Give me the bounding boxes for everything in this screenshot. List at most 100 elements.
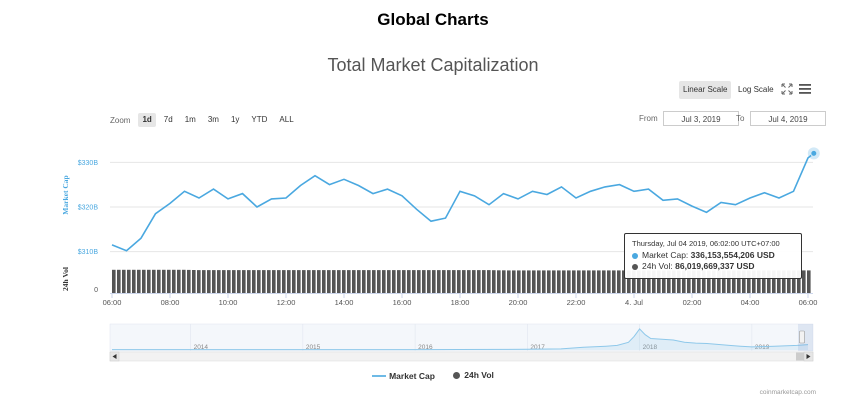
volume-bar: [722, 270, 726, 293]
volume-bar: [387, 270, 391, 293]
from-date-input[interactable]: Jul 3, 2019: [663, 111, 739, 126]
legend-24h-vol[interactable]: 24h Vol: [453, 370, 494, 380]
volume-bar: [222, 270, 226, 293]
page-title: Global Charts: [377, 10, 489, 29]
zoom-1d-button[interactable]: 1d: [138, 113, 156, 127]
volume-bar: [512, 270, 516, 293]
volume-bar: [652, 270, 656, 293]
zoom-3m-button[interactable]: 3m: [207, 115, 219, 124]
volume-bar: [217, 270, 221, 293]
volume-bar: [122, 269, 126, 293]
zoom-7d-button[interactable]: 7d: [163, 115, 173, 124]
scroll-left-arrow-icon: [112, 354, 117, 359]
x-tick-label: 02:00: [683, 298, 702, 307]
zoom-1m-button[interactable]: 1m: [184, 115, 196, 124]
volume-bar: [687, 270, 691, 293]
volume-bar: [552, 270, 556, 293]
y-tick-label: $330B: [78, 160, 99, 167]
zoom-all-button[interactable]: ALL: [279, 115, 294, 124]
navigator-handle[interactable]: [799, 330, 805, 344]
volume-bar: [407, 270, 411, 293]
volume-bar: [577, 270, 581, 293]
navigator-year-label: 2017: [530, 344, 545, 351]
volume-bar: [277, 270, 281, 293]
zoom-ytd-button[interactable]: YTD: [251, 115, 268, 124]
volume-axis-title: 24h Vol: [61, 267, 70, 291]
volume-bar: [302, 270, 306, 293]
x-tick-label: 14:00: [335, 298, 354, 307]
chart-title: Total Market Capitalization: [327, 55, 539, 75]
volume-bar: [362, 270, 366, 293]
volume-bar: [152, 269, 156, 293]
log-scale-button[interactable]: Log Scale: [738, 85, 774, 94]
volume-bar: [377, 270, 381, 293]
volume-bar: [467, 270, 471, 293]
volume-bar: [187, 269, 191, 293]
legend-market-cap[interactable]: Market Cap: [372, 371, 435, 381]
volume-bar: [547, 270, 551, 293]
volume-bar: [617, 270, 621, 293]
volume-bar: [177, 269, 181, 293]
volume-bar: [397, 270, 401, 293]
volume-bar: [607, 270, 611, 293]
volume-bar: [507, 270, 511, 293]
to-date-input[interactable]: Jul 4, 2019: [750, 111, 826, 126]
volume-bar: [697, 270, 701, 293]
volume-bar: [327, 270, 331, 293]
market-cap-last-point[interactable]: [810, 149, 818, 157]
navigator-scrollbar-thumb[interactable]: [796, 352, 806, 361]
volume-bar: [307, 270, 311, 293]
volume-bar: [132, 269, 136, 293]
volume-bar: [767, 270, 771, 293]
volume-bar: [382, 270, 386, 293]
volume-bar: [642, 270, 646, 293]
zoom-1y-button[interactable]: 1y: [230, 115, 240, 124]
navigator-scrollbar[interactable]: [109, 351, 814, 362]
volume-bar: [257, 270, 261, 293]
volume-bar: [792, 270, 796, 293]
volume-bar: [412, 270, 416, 293]
credit-link[interactable]: coinmarketcap.com: [759, 389, 816, 396]
volume-bar: [482, 270, 486, 293]
volume-bar: [317, 270, 321, 293]
volume-bar: [312, 270, 316, 293]
volume-bar: [112, 269, 116, 293]
x-tick-label: 4. Jul: [625, 298, 643, 307]
volume-bar: [657, 270, 661, 293]
navigator-area[interactable]: [109, 323, 814, 352]
volume-bar: [712, 270, 716, 293]
market-cap-hover-halo: [807, 147, 820, 160]
navigator-year-label: 2019: [755, 344, 770, 351]
volume-bar: [567, 270, 571, 293]
volume-zero-tick: 0: [94, 287, 98, 294]
volume-bar: [647, 270, 651, 293]
navigator-year-label: 2016: [418, 344, 433, 351]
linear-scale-button[interactable]: Linear Scale: [679, 81, 732, 99]
volume-bar: [192, 270, 196, 293]
volume-bar: [747, 270, 751, 293]
x-tick-label: 06:00: [103, 298, 122, 307]
volume-bar: [777, 270, 781, 293]
line-legend-icon: [372, 374, 387, 377]
volume-bar: [117, 269, 121, 293]
volume-bar: [282, 270, 286, 293]
volume-bar: [772, 270, 776, 293]
volume-bar: [372, 270, 376, 293]
volume-bar: [157, 269, 161, 293]
volume-bar: [437, 270, 441, 293]
menu-icon[interactable]: [799, 84, 811, 94]
x-tick-label: 18:00: [451, 298, 470, 307]
zoom-selector: Zoom 1d 7d 1m 3m 1y YTD ALL: [110, 113, 302, 127]
y-tick-label: $320B: [78, 204, 99, 211]
volume-bar: [732, 270, 736, 293]
dot-legend-icon: [453, 371, 461, 379]
volume-bar: [292, 270, 296, 293]
volume-bar: [477, 270, 481, 293]
volume-bar: [357, 270, 361, 293]
x-tick-label: 08:00: [161, 298, 180, 307]
volume-bar: [137, 269, 141, 293]
navigator-year-label: 2018: [643, 344, 658, 351]
volume-bar: [677, 270, 681, 293]
expand-icon[interactable]: [781, 83, 793, 95]
navigator-year-label: 2015: [306, 344, 321, 351]
